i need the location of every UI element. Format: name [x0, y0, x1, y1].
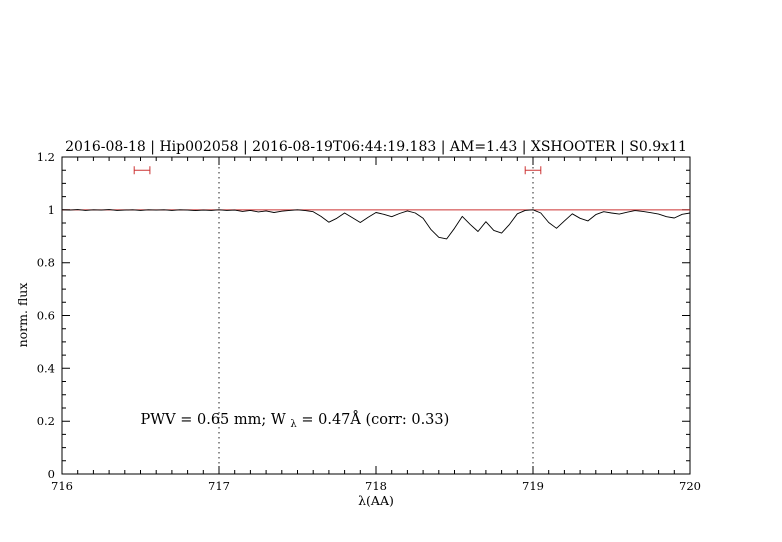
y-tick-label: 0.8	[37, 256, 55, 270]
x-tick-label: 720	[679, 479, 701, 493]
plot-title: 2016-08-18 | Hip002058 | 2016-08-19T06:4…	[65, 139, 687, 155]
region-markers	[133, 166, 542, 175]
x-tick-label: 716	[51, 479, 73, 493]
y-tick-label: 1	[48, 203, 55, 217]
x-tick-labels: 716 717 718 719 720	[51, 479, 701, 493]
axis-ticks	[61, 156, 691, 475]
y-tick-label: 0.2	[37, 414, 55, 428]
x-axis-label: λ(AA)	[358, 493, 394, 508]
y-tick-label: 1.2	[37, 150, 55, 164]
region-bracket-marker	[133, 166, 151, 175]
y-tick-label: 0.6	[37, 309, 55, 323]
pwv-annotation: PWV = 0.65 mm; W λ = 0.47Å (corr: 0.33)	[141, 410, 450, 431]
x-tick-label: 719	[522, 479, 544, 493]
region-bracket-marker	[524, 166, 542, 175]
y-tick-labels: 0 0.2 0.4 0.6 0.8 1 1.2	[37, 150, 55, 481]
x-tick-label: 718	[365, 479, 387, 493]
x-tick-label: 717	[208, 479, 230, 493]
y-tick-label: 0.4	[37, 361, 55, 375]
y-tick-label: 0	[48, 467, 55, 481]
annotation-pre: PWV = 0.65 mm; W	[141, 412, 286, 428]
y-axis-label: norm. flux	[15, 283, 30, 348]
annotation-sub: λ	[290, 419, 297, 430]
annotation-post: = 0.47Å (corr: 0.33)	[301, 410, 449, 428]
spectrum-line	[61, 209, 691, 240]
